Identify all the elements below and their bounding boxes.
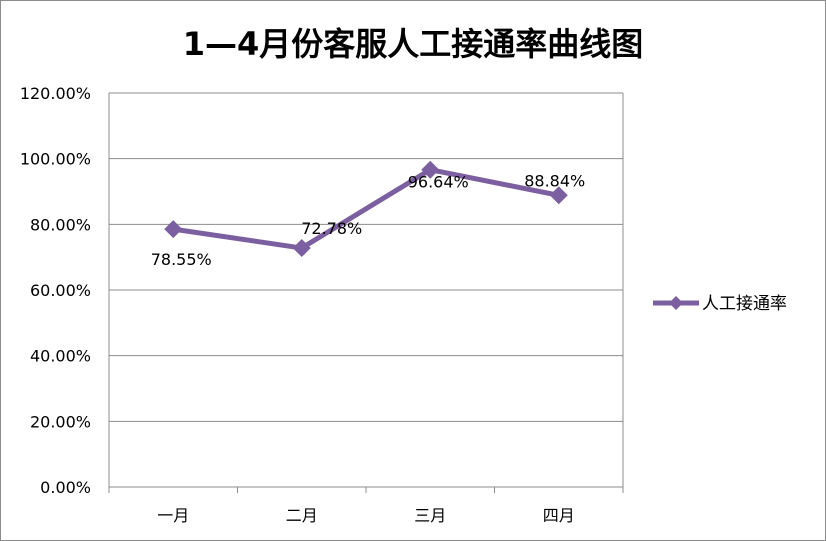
grid-layer (109, 92, 623, 488)
label-layer: 78.55% 72.78% 96.64% 88.84% (151, 171, 586, 269)
y-tick-label: 20.00% (30, 412, 91, 431)
series-line (172, 167, 560, 251)
data-label: 96.64% (408, 173, 469, 192)
x-tick-label: 二月 (286, 506, 318, 525)
y-tick-label: 80.00% (30, 215, 91, 234)
data-label: 78.55% (151, 250, 212, 269)
axis-layer: 0.00% 20.00% 40.00% 60.00% 80.00% 100.00% 120.… (20, 84, 624, 525)
x-tick-label: 三月 (414, 506, 446, 525)
data-label: 72.78% (301, 219, 362, 238)
data-point-marker (421, 160, 440, 179)
y-tick-label: 100.00% (20, 150, 91, 169)
data-point-marker (164, 220, 183, 239)
legend: 人工接通率 (653, 294, 787, 314)
chart-title: 1—4月份客服人工接通率曲线图 (182, 25, 644, 63)
data-point-marker (292, 239, 311, 258)
y-tick-label: 40.00% (30, 347, 91, 366)
y-tick-label: 120.00% (20, 84, 91, 103)
y-tick-label: 0.00% (40, 478, 91, 497)
x-tick-label: 四月 (543, 506, 575, 525)
data-point-marker (549, 186, 568, 205)
data-label: 88.84% (524, 171, 585, 190)
legend-marker (669, 296, 683, 310)
legend-label: 人工接通率 (702, 294, 787, 314)
series-layer (164, 160, 568, 258)
y-tick-label: 60.00% (30, 281, 91, 300)
x-tick-label: 一月 (157, 506, 189, 525)
